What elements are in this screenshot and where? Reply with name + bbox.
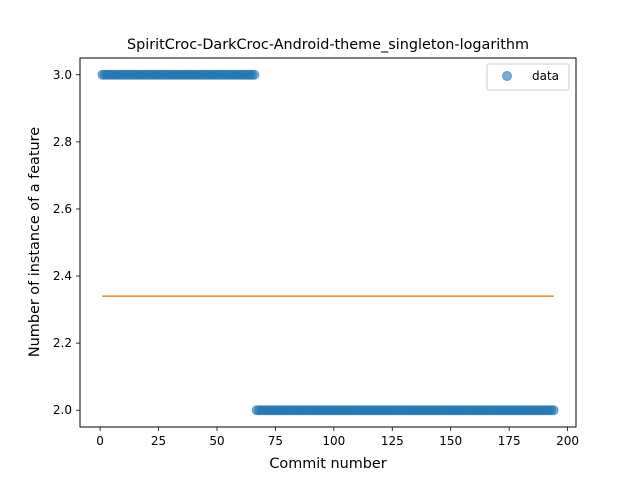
data-point — [249, 69, 260, 80]
y-tick-label: 2.6 — [53, 202, 72, 216]
legend: data — [486, 63, 570, 91]
plot-area — [79, 57, 577, 428]
legend-marker — [502, 71, 512, 81]
y-tick-label: 2.4 — [53, 269, 72, 283]
x-axis: 0 25 50 75 100 125 150 175 200 — [96, 427, 579, 448]
x-tick-label: 75 — [268, 434, 283, 448]
y-axis-label: Number of instance of a feature — [27, 127, 43, 357]
x-tick-label: 200 — [556, 434, 579, 448]
x-tick-label: 0 — [96, 434, 104, 448]
data-points — [97, 69, 559, 416]
y-axis: 2.0 2.2 2.4 2.6 2.8 3.0 — [53, 68, 80, 417]
y-tick-label: 2.0 — [53, 403, 72, 417]
x-tick-label: 50 — [209, 434, 224, 448]
x-tick-label: 175 — [498, 434, 521, 448]
legend-label-data: data — [532, 69, 559, 83]
data-point — [548, 405, 559, 416]
x-axis-label: Commit number — [269, 456, 386, 472]
y-tick-label: 3.0 — [53, 68, 72, 82]
x-tick-label: 100 — [322, 434, 345, 448]
chart-title: SpiritCroc-DarkCroc-Android-theme_single… — [127, 37, 529, 53]
legend-box — [486, 63, 570, 91]
x-tick-label: 25 — [151, 434, 166, 448]
y-tick-label: 2.2 — [53, 336, 72, 350]
y-tick-label: 2.8 — [53, 135, 72, 149]
x-tick-label: 125 — [381, 434, 404, 448]
x-tick-label: 150 — [439, 434, 462, 448]
